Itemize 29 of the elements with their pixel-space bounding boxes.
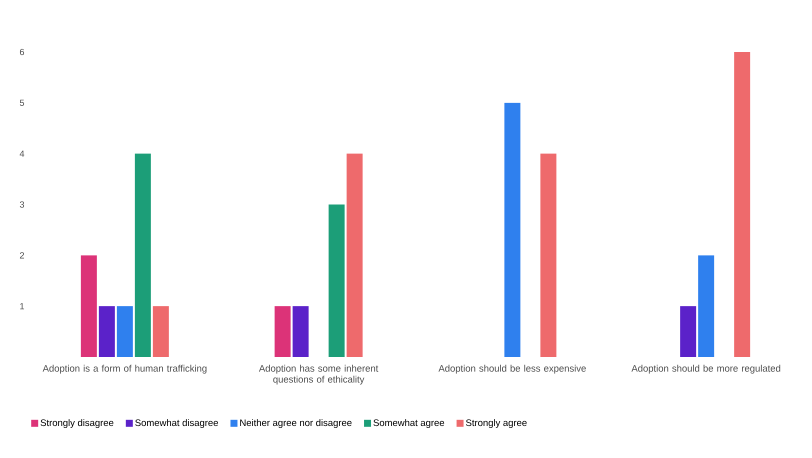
bar <box>504 102 520 357</box>
y-tick-label: 2 <box>20 252 24 258</box>
legend-label: Strongly agree <box>466 419 527 428</box>
y-tick-label: 4 <box>20 150 24 157</box>
legend-label: Neither agree nor disagree <box>240 419 352 428</box>
bar <box>80 255 97 357</box>
bar <box>346 154 363 357</box>
y-tick-label: 1 <box>20 303 24 310</box>
bar <box>540 154 556 357</box>
x-tick-label: Adoption should be more regulated <box>631 364 780 374</box>
bar <box>292 306 309 357</box>
y-tick-label: 5 <box>20 100 24 106</box>
legend-label: Somewhat disagree <box>135 419 218 428</box>
x-tick-label: Adoption has some inherent questions of ethicality <box>258 364 378 385</box>
bar <box>680 306 696 357</box>
bar <box>698 255 714 357</box>
x-tick-label: Adoption is a form of human trafficking <box>42 364 206 374</box>
y-tick-label: 3 <box>20 201 24 208</box>
bar <box>328 204 345 357</box>
y-tick-label: 6 <box>20 48 24 56</box>
legend-label: Strongly disagree <box>40 419 114 428</box>
bar <box>98 306 115 357</box>
bar <box>734 52 750 357</box>
x-tick-label: Adoption should be less expensive <box>438 364 586 374</box>
bar <box>152 306 169 357</box>
bar <box>134 154 151 357</box>
legend-label: Somewhat agree <box>373 419 444 428</box>
bar <box>274 306 291 357</box>
bar <box>116 306 133 357</box>
